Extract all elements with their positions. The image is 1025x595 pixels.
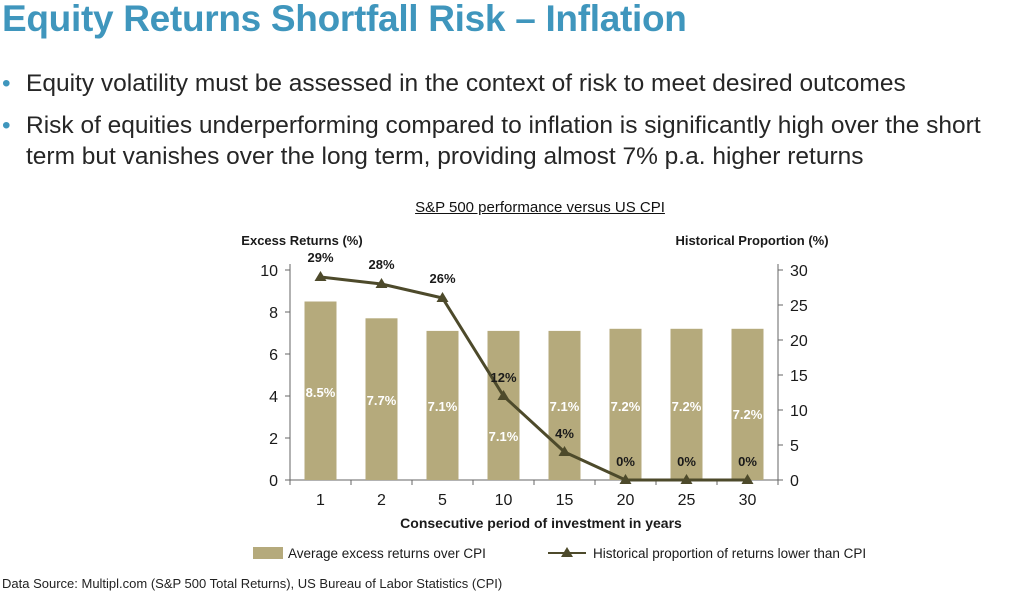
bar [304, 301, 337, 480]
bullet-list: • Equity volatility must be assessed in … [0, 68, 1025, 183]
bar-data-label: 7.2% [672, 399, 702, 414]
slide-title: Equity Returns Shortfall Risk – Inflatio… [2, 0, 687, 39]
line-data-label: 0% [616, 454, 635, 469]
x-tick-label: 1 [316, 492, 325, 509]
bar-data-label: 8.5% [306, 385, 336, 400]
line-marker [619, 474, 632, 484]
y-right-tick-label: 15 [790, 368, 808, 385]
line-marker [497, 390, 510, 400]
bar [365, 318, 398, 480]
legend-bar-label: Average excess returns over CPI [288, 546, 486, 561]
data-source-note: Data Source: Multipl.com (S&P 500 Total … [2, 576, 503, 591]
y-right-tick-label: 10 [790, 403, 808, 420]
line-series [320, 275, 748, 482]
line-marker [314, 271, 327, 281]
bar-data-label: 7.1% [550, 399, 580, 414]
y-right-tick-label: 30 [790, 263, 808, 280]
line-data-label: 0% [677, 454, 696, 469]
y-left-axis-title: Excess Returns (%) [241, 233, 362, 248]
x-tick-label: 25 [678, 492, 696, 509]
chart-title: S&P 500 performance versus US CPI [415, 199, 665, 216]
x-tick-label: 30 [739, 492, 757, 509]
legend-line-marker [561, 547, 573, 557]
line-marker [436, 292, 449, 302]
y-left-tick-label: 10 [260, 263, 278, 280]
y-left-tick-label: 0 [269, 473, 278, 490]
bar [670, 328, 703, 480]
bar-data-label: 7.1% [489, 429, 519, 444]
bullet-text: Risk of equities underperforming compare… [26, 112, 981, 170]
bar-data-label: 7.2% [733, 407, 763, 422]
bullet-text: Equity volatility must be assessed in th… [26, 70, 906, 97]
line-data-label: 12% [490, 370, 516, 385]
bar [426, 330, 459, 480]
y-left-tick-label: 4 [269, 389, 278, 406]
bullet-dot-icon: • [2, 112, 11, 139]
x-tick-label: 5 [438, 492, 447, 509]
line-marker [741, 474, 754, 484]
y-left-tick-label: 6 [269, 347, 278, 364]
y-left-tick-label: 2 [269, 431, 278, 448]
line-data-label: 0% [738, 454, 757, 469]
line-data-label: 4% [555, 426, 574, 441]
bar-data-label: 7.7% [367, 393, 397, 408]
x-tick-label: 10 [495, 492, 513, 509]
x-tick-label: 2 [377, 492, 386, 509]
x-axis-title: Consecutive period of investment in year… [400, 515, 682, 531]
y-right-tick-label: 5 [790, 438, 799, 455]
y-left-tick-label: 8 [269, 305, 278, 322]
line-data-label: 26% [429, 271, 455, 286]
line-data-label: 28% [368, 257, 394, 272]
line-marker [680, 474, 693, 484]
y-right-tick-label: 20 [790, 333, 808, 350]
legend-bar-swatch [253, 547, 283, 559]
line-marker [375, 278, 388, 288]
bar-data-label: 7.1% [428, 399, 458, 414]
bar [609, 328, 642, 480]
legend-line-label: Historical proportion of returns lower t… [593, 546, 866, 561]
x-tick-label: 20 [617, 492, 635, 509]
bullet-item: • Equity volatility must be assessed in … [0, 68, 1025, 99]
line-data-label: 29% [307, 250, 333, 265]
bar-data-label: 7.2% [611, 399, 641, 414]
bullet-item: • Risk of equities underperforming compa… [0, 110, 1025, 172]
y-right-axis-title: Historical Proportion (%) [675, 233, 828, 248]
y-right-tick-label: 0 [790, 473, 799, 490]
bullet-dot-icon: • [2, 70, 11, 97]
bar [731, 328, 764, 480]
y-right-tick-label: 25 [790, 298, 808, 315]
line-marker [558, 446, 571, 456]
x-tick-label: 15 [556, 492, 574, 509]
